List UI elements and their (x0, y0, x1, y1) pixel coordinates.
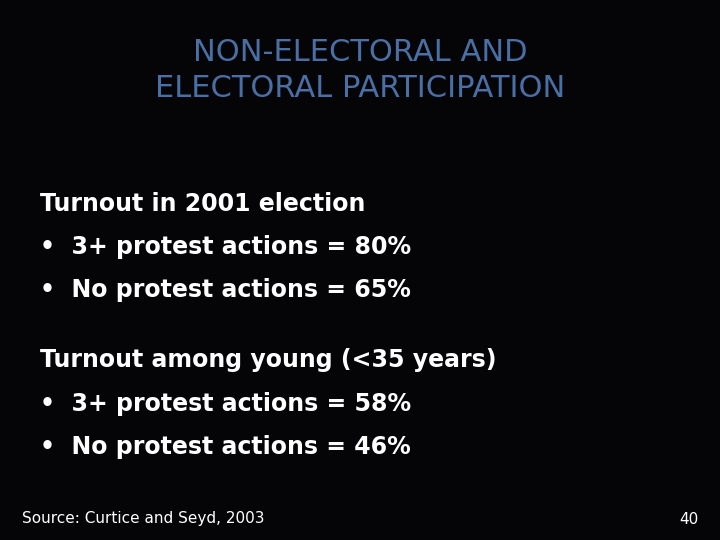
Text: •  3+ protest actions = 80%: • 3+ protest actions = 80% (40, 235, 410, 259)
Text: •  No protest actions = 65%: • No protest actions = 65% (40, 278, 410, 302)
Text: •  3+ protest actions = 58%: • 3+ protest actions = 58% (40, 392, 410, 415)
Text: Source: Curtice and Seyd, 2003: Source: Curtice and Seyd, 2003 (22, 511, 264, 526)
Text: 40: 40 (679, 511, 698, 526)
Text: Turnout in 2001 election: Turnout in 2001 election (40, 192, 365, 215)
Text: Turnout among young (<35 years): Turnout among young (<35 years) (40, 348, 496, 372)
Text: NON-ELECTORAL AND
ELECTORAL PARTICIPATION: NON-ELECTORAL AND ELECTORAL PARTICIPATIO… (155, 38, 565, 103)
Text: •  No protest actions = 46%: • No protest actions = 46% (40, 435, 410, 458)
